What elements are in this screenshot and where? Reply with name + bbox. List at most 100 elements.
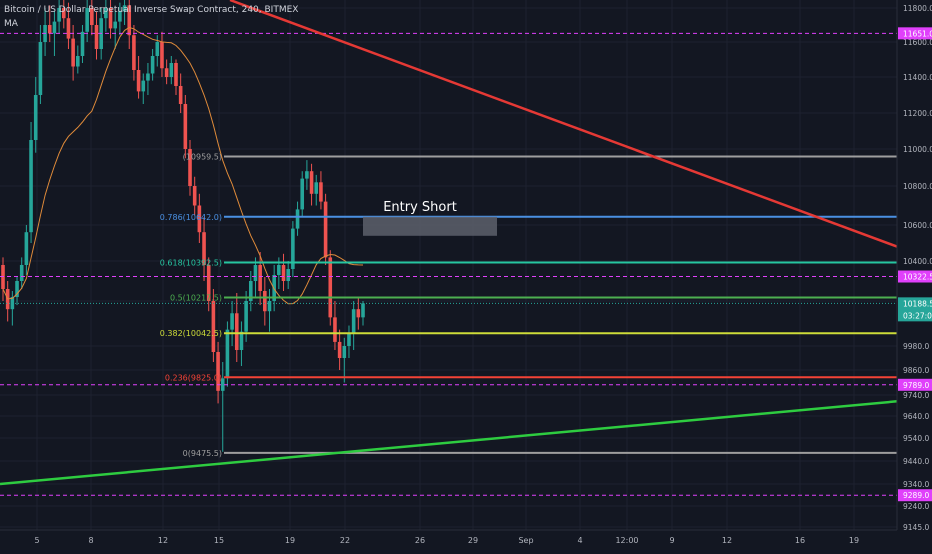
time-axis-tick: 12	[158, 536, 168, 545]
fib-level-label: 0.618(10392.5)	[160, 259, 222, 268]
entry-short-box[interactable]	[363, 216, 497, 236]
candle-body	[347, 333, 351, 346]
candle-body	[15, 281, 19, 297]
candle-body	[197, 205, 202, 233]
candle-body	[90, 8, 94, 25]
candle-body	[104, 8, 108, 19]
price-axis-tick: 9640.0	[903, 412, 929, 421]
candle-body	[85, 8, 89, 32]
time-axis-tick: 22	[340, 536, 350, 545]
candle-body	[216, 352, 220, 391]
price-axis-tick: 9740.0	[903, 391, 929, 400]
price-tag	[898, 489, 932, 502]
candle-body	[136, 70, 141, 92]
price-axis-tick: 11800.0	[903, 4, 932, 13]
candle-body	[356, 309, 361, 318]
candle-body	[122, 5, 127, 12]
time-axis-tick: 4	[577, 536, 582, 545]
candle-body	[211, 301, 216, 352]
price-tag-label: 11651.0	[903, 29, 932, 38]
candle-body	[286, 269, 290, 281]
candle-body	[52, 21, 57, 34]
price-axis-tick: 10800.0	[903, 182, 932, 191]
candle-body	[76, 56, 80, 67]
candle-body	[253, 265, 258, 281]
price-axis-tick: 10400.0	[903, 257, 932, 266]
moving-average-line	[2, 26, 364, 305]
price-axis-tick: 9340.0	[903, 480, 929, 489]
candle-body	[295, 209, 300, 229]
candle-body	[66, 18, 71, 39]
candle-body	[202, 232, 206, 265]
candle-body	[342, 346, 347, 358]
candle-body	[309, 171, 314, 194]
candle-body	[29, 140, 33, 233]
fib-level-label: 0.5(10217.5)	[170, 294, 222, 303]
time-axis-tick: 26	[415, 536, 425, 545]
price-tag-label: 10322.5	[903, 273, 932, 282]
candle-body	[38, 42, 43, 95]
candle-body	[155, 42, 160, 56]
candle-body	[323, 201, 328, 258]
time-axis-tick: 5	[34, 536, 39, 545]
candle-body	[192, 186, 197, 206]
fib-level-label: (10959.5)	[183, 152, 222, 161]
candle-body	[319, 182, 323, 202]
price-axis-tick: 11000.0	[903, 145, 932, 154]
time-axis-tick: 19	[849, 536, 859, 545]
candle-body	[291, 228, 295, 269]
candle-body	[337, 341, 342, 358]
candle-body	[24, 232, 29, 265]
candle-body	[19, 265, 24, 281]
time-axis-tick: 29	[468, 536, 478, 545]
price-tag-label: 9789.0	[903, 381, 929, 390]
time-axis-tick: 16	[795, 536, 805, 545]
price-tag-label: 9289.0	[903, 491, 929, 500]
candle-body	[314, 182, 319, 194]
candle-body	[351, 309, 356, 334]
candle-body	[225, 329, 230, 379]
candle-body	[174, 63, 178, 86]
price-axis-tick: 11200.0	[903, 109, 932, 118]
candle-body	[333, 317, 337, 342]
candle-body	[178, 86, 183, 104]
fib-level-label: 0.786(10642.0)	[160, 213, 222, 222]
entry-short-label: Entry Short	[383, 200, 457, 215]
candle-body	[244, 301, 248, 332]
candle-body	[258, 265, 262, 291]
candle-body	[146, 73, 150, 81]
time-axis-tick: 12:00	[615, 536, 638, 545]
price-axis-tick: 10600.0	[903, 221, 932, 230]
trendline-support[interactable]	[0, 400, 898, 486]
price-axis-tick: 9980.0	[903, 342, 929, 351]
countdown-label: 03:27:03	[903, 311, 932, 320]
time-axis-tick: 8	[88, 536, 93, 545]
trendline-resistance[interactable]	[229, 0, 898, 248]
symbol-title: Bitcoin / US Dollar Perpetual Inverse Sw…	[4, 5, 299, 15]
price-axis-tick: 9860.0	[903, 366, 929, 375]
candle-body	[108, 8, 113, 29]
candle-body	[220, 378, 225, 391]
price-axis-tick: 9440.0	[903, 457, 929, 466]
candle-body	[277, 265, 281, 275]
price-tag	[898, 378, 932, 391]
time-axis-tick: 9	[669, 536, 674, 545]
candle-body	[118, 11, 122, 22]
time-axis-tick: 12	[722, 536, 732, 545]
candle-body	[160, 42, 164, 69]
candle-body	[150, 56, 155, 74]
candle-body	[267, 301, 272, 312]
fib-level-label: 0.382(10042.5)	[160, 329, 222, 338]
candle-body	[94, 25, 99, 49]
candle-body	[300, 178, 305, 210]
candle-body	[33, 95, 38, 140]
price-axis-tick: 11400.0	[903, 73, 932, 82]
candle-body	[141, 80, 146, 92]
time-axis[interactable]	[0, 530, 897, 550]
current-price-label: 10188.5	[903, 299, 932, 308]
fib-level-label: 0.236(9825.0)	[165, 373, 222, 382]
candle-body	[169, 63, 174, 77]
